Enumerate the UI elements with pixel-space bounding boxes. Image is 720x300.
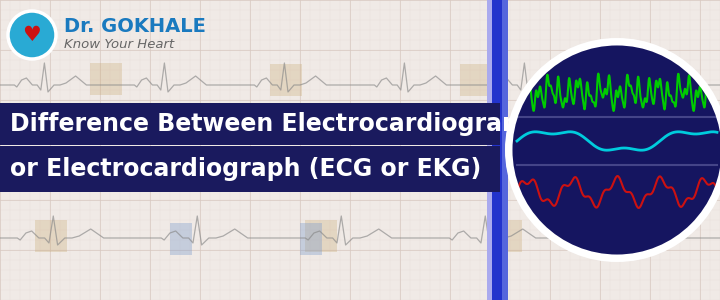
FancyBboxPatch shape bbox=[585, 65, 617, 97]
FancyBboxPatch shape bbox=[0, 146, 500, 192]
Text: Know Your Heart: Know Your Heart bbox=[64, 38, 174, 52]
Text: Dr. GOKHALE: Dr. GOKHALE bbox=[64, 17, 206, 37]
Circle shape bbox=[505, 38, 720, 262]
FancyBboxPatch shape bbox=[502, 0, 508, 300]
FancyBboxPatch shape bbox=[492, 0, 502, 300]
FancyBboxPatch shape bbox=[487, 0, 492, 300]
FancyBboxPatch shape bbox=[90, 63, 122, 95]
FancyBboxPatch shape bbox=[460, 64, 492, 96]
Text: or Electrocardiograph (ECG or EKG): or Electrocardiograph (ECG or EKG) bbox=[10, 157, 481, 181]
FancyBboxPatch shape bbox=[270, 64, 302, 96]
Circle shape bbox=[509, 42, 720, 258]
Text: Difference Between Electrocardiogram: Difference Between Electrocardiogram bbox=[10, 112, 527, 136]
Circle shape bbox=[8, 11, 56, 59]
FancyBboxPatch shape bbox=[300, 223, 322, 255]
FancyBboxPatch shape bbox=[0, 103, 500, 145]
FancyBboxPatch shape bbox=[35, 220, 67, 252]
FancyBboxPatch shape bbox=[490, 220, 522, 252]
Text: ♥: ♥ bbox=[22, 25, 41, 45]
FancyBboxPatch shape bbox=[170, 223, 192, 255]
FancyBboxPatch shape bbox=[305, 220, 337, 252]
